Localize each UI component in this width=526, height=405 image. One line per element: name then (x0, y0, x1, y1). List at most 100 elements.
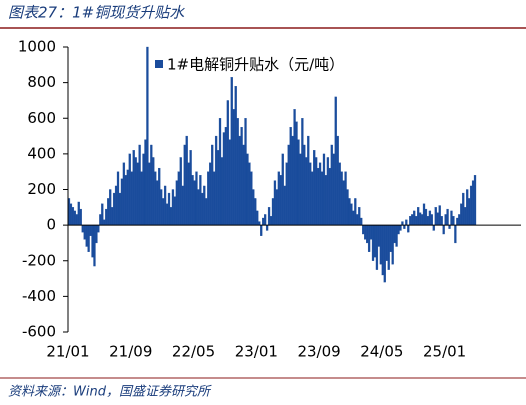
bar (360, 217, 363, 226)
bar (169, 207, 173, 226)
bar (462, 192, 465, 226)
bar (283, 185, 286, 226)
bar (442, 224, 445, 235)
bar (391, 224, 394, 265)
bar (79, 208, 82, 226)
bar (328, 167, 331, 226)
bar (469, 185, 473, 226)
bar (450, 210, 453, 226)
bar (458, 214, 461, 226)
bar (218, 118, 222, 226)
bar (181, 185, 184, 226)
bar (346, 189, 349, 226)
bar (171, 189, 175, 226)
bar (464, 207, 467, 226)
bar (424, 208, 428, 226)
x-tick-label: 22/05 (172, 343, 215, 361)
bar (401, 221, 404, 226)
bar (350, 203, 353, 226)
bar (330, 144, 333, 226)
bar (187, 162, 190, 226)
bar (224, 127, 228, 226)
bar (93, 224, 96, 267)
bar (138, 144, 141, 226)
bar (150, 144, 153, 226)
bar (448, 224, 451, 229)
bar (267, 207, 271, 226)
bar (87, 224, 90, 252)
bar (154, 171, 157, 226)
bar (97, 224, 100, 233)
bar (299, 153, 302, 226)
bar (305, 157, 308, 226)
source-note: 资料来源：Wind，国盛证券研究所 (8, 384, 212, 400)
bar (316, 167, 320, 226)
bar (189, 150, 192, 226)
bar (91, 224, 94, 258)
bar (254, 198, 257, 226)
chart-title: 图表27：1#铜现货升贴水 (8, 4, 185, 22)
bar (99, 214, 102, 226)
bar (103, 219, 106, 226)
bar (163, 185, 167, 226)
bar (264, 214, 267, 226)
bar (422, 203, 426, 226)
bar (456, 217, 459, 226)
bar (105, 208, 108, 226)
bar (173, 196, 177, 226)
bar (207, 171, 210, 226)
bar (130, 171, 133, 226)
bar (214, 135, 218, 226)
bar (356, 214, 359, 226)
bar (83, 224, 86, 240)
bar (256, 210, 259, 226)
bar (405, 219, 408, 226)
bar (315, 157, 318, 226)
legend-swatch (155, 60, 163, 68)
bar (132, 150, 135, 226)
bar (285, 162, 288, 226)
bar (244, 118, 247, 226)
y-tick-label: 600 (27, 109, 56, 127)
x-tick-label: 24/05 (360, 343, 403, 361)
bar (269, 216, 273, 226)
bar (393, 224, 396, 244)
bar (226, 100, 229, 226)
bar (136, 162, 139, 226)
bar (124, 175, 127, 226)
bar (111, 207, 114, 226)
bar (409, 216, 412, 226)
bar (246, 153, 249, 226)
bar (116, 171, 120, 226)
bar (158, 167, 161, 226)
bar (89, 224, 92, 236)
bar (303, 144, 306, 226)
bar (236, 118, 239, 226)
bar (415, 216, 418, 226)
bar (107, 198, 110, 226)
bar (112, 192, 116, 226)
bar (128, 153, 131, 226)
bar (352, 210, 355, 226)
bar (387, 224, 390, 270)
bar (222, 132, 226, 226)
bar (434, 207, 437, 226)
y-tick-label: 200 (27, 180, 56, 198)
bar (262, 217, 265, 226)
bar (73, 210, 76, 226)
bar (242, 144, 245, 226)
bar (397, 224, 400, 235)
bar (81, 224, 84, 233)
bar (275, 189, 279, 226)
bar (371, 224, 375, 261)
bar (101, 203, 104, 226)
bar (75, 214, 78, 226)
bar (213, 171, 216, 226)
bar (334, 96, 337, 226)
bar (140, 171, 143, 226)
bar (460, 203, 463, 226)
bar (338, 162, 341, 226)
bar (248, 162, 251, 226)
bar (332, 153, 335, 226)
bar (265, 224, 269, 231)
